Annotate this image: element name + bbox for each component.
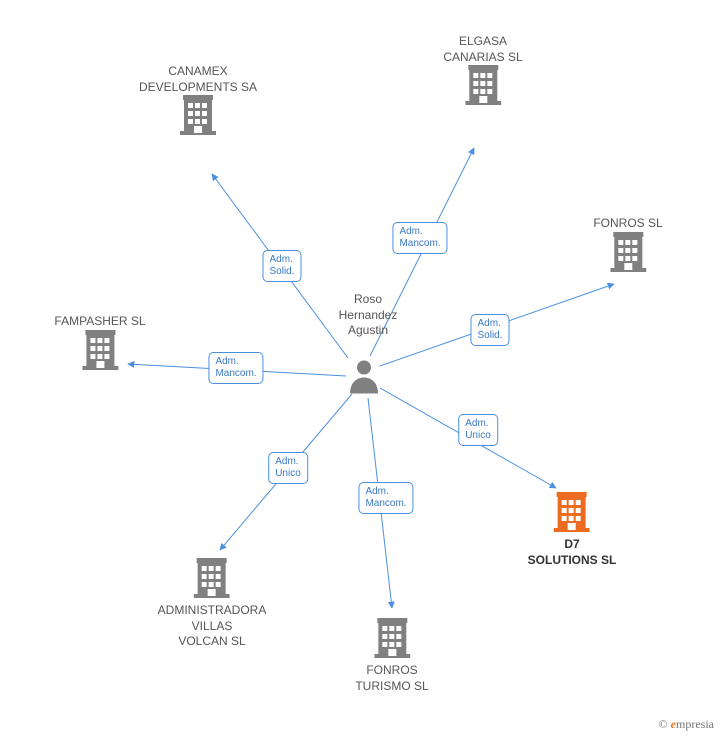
- company-node-fonros_t[interactable]: FONROS TURISMO SL: [355, 618, 428, 694]
- building-icon: [180, 95, 216, 140]
- person-icon: [348, 358, 380, 399]
- building-icon: [554, 492, 590, 537]
- company-node-d7[interactable]: D7 SOLUTIONS SL: [528, 492, 617, 568]
- company-node-canamex[interactable]: CANAMEX DEVELOPMENTS SA: [139, 64, 257, 140]
- company-node-fonros[interactable]: FONROS SL: [593, 216, 662, 277]
- company-label: FONROS SL: [593, 216, 662, 232]
- footer-attribution: © empresia: [659, 717, 714, 732]
- edge-role-label: Adm. Unico: [458, 414, 498, 446]
- edge-role-label: Adm. Solid.: [262, 250, 301, 282]
- company-label: CANAMEX DEVELOPMENTS SA: [139, 64, 257, 95]
- center-person-label: Roso Hernandez Agustin: [339, 292, 398, 339]
- company-label: D7 SOLUTIONS SL: [528, 537, 617, 568]
- company-label: ADMINISTRADORA VILLAS VOLCAN SL: [158, 603, 267, 650]
- building-icon: [465, 65, 501, 110]
- company-node-fampasher[interactable]: FAMPASHER SL: [54, 314, 145, 375]
- copyright-symbol: ©: [659, 717, 668, 731]
- edge-role-label: Adm. Mancom.: [208, 352, 263, 384]
- edge-role-label: Adm. Solid.: [470, 314, 509, 346]
- company-node-admin_v[interactable]: ADMINISTRADORA VILLAS VOLCAN SL: [158, 558, 267, 650]
- edge-role-label: Adm. Unico: [268, 452, 308, 484]
- building-icon: [374, 618, 410, 663]
- brand-rest: mpresia: [676, 717, 714, 731]
- company-node-elgasa[interactable]: ELGASA CANARIAS SL: [443, 34, 522, 110]
- company-label: ELGASA CANARIAS SL: [443, 34, 522, 65]
- building-icon: [194, 558, 230, 603]
- building-icon: [82, 330, 118, 375]
- company-label: FAMPASHER SL: [54, 314, 145, 330]
- company-label: FONROS TURISMO SL: [355, 663, 428, 694]
- edge-role-label: Adm. Mancom.: [358, 482, 413, 514]
- building-icon: [610, 232, 646, 277]
- network-diagram: CANAMEX DEVELOPMENTS SA ELGASA CANARIAS …: [0, 0, 728, 740]
- edge-role-label: Adm. Mancom.: [392, 222, 447, 254]
